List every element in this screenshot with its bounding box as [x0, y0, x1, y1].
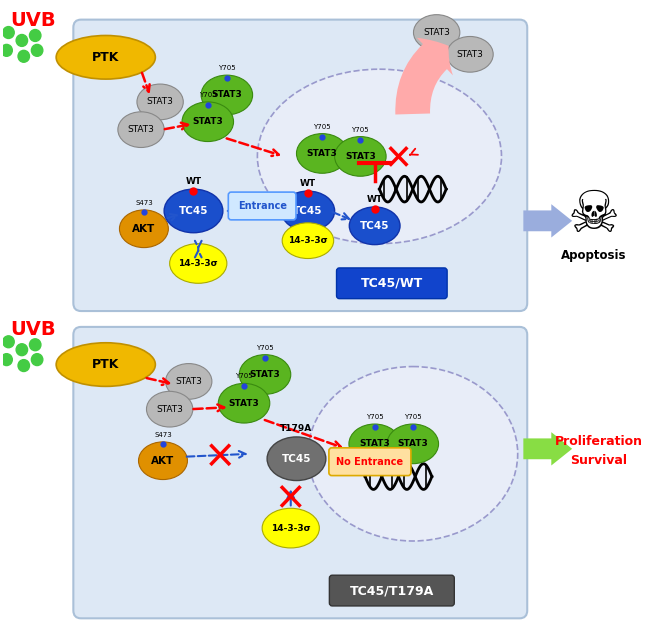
Text: STAT3: STAT3 — [345, 152, 376, 161]
FancyBboxPatch shape — [73, 20, 527, 311]
Text: WT: WT — [367, 195, 383, 204]
Text: STAT3: STAT3 — [127, 125, 155, 134]
Text: STAT3: STAT3 — [229, 399, 259, 408]
Text: ☠: ☠ — [568, 187, 620, 245]
Circle shape — [29, 339, 41, 351]
FancyBboxPatch shape — [329, 448, 411, 476]
Ellipse shape — [447, 37, 493, 72]
Ellipse shape — [281, 191, 335, 231]
Text: STAT3: STAT3 — [176, 377, 202, 386]
Text: PTK: PTK — [92, 358, 120, 371]
Circle shape — [29, 30, 41, 42]
Text: TC45/WT: TC45/WT — [361, 277, 423, 290]
Text: 14-3-3σ: 14-3-3σ — [271, 524, 311, 533]
Text: STAT3: STAT3 — [192, 117, 223, 126]
Text: 14-3-3σ: 14-3-3σ — [288, 236, 328, 245]
Ellipse shape — [335, 137, 386, 176]
Ellipse shape — [201, 75, 253, 115]
Ellipse shape — [387, 424, 439, 464]
Ellipse shape — [146, 391, 193, 427]
Ellipse shape — [166, 363, 212, 399]
Text: PTK: PTK — [92, 51, 120, 64]
Circle shape — [3, 27, 14, 39]
Text: STAT3: STAT3 — [307, 149, 337, 158]
Text: UVB: UVB — [10, 11, 56, 30]
FancyBboxPatch shape — [73, 327, 527, 618]
Text: WT: WT — [300, 179, 316, 188]
Text: TC45: TC45 — [360, 221, 389, 231]
Text: TC45: TC45 — [179, 206, 208, 216]
Text: TC45: TC45 — [293, 206, 322, 216]
Ellipse shape — [282, 223, 333, 258]
Text: Y705: Y705 — [235, 374, 253, 379]
Text: 14-3-3σ: 14-3-3σ — [179, 259, 218, 268]
Text: Survival: Survival — [570, 454, 627, 467]
Text: Y705: Y705 — [404, 414, 422, 420]
Text: AKT: AKT — [133, 224, 155, 234]
Text: Y705: Y705 — [366, 414, 384, 420]
Text: Proliferation: Proliferation — [554, 435, 643, 448]
Ellipse shape — [138, 442, 187, 480]
Ellipse shape — [164, 189, 223, 233]
Text: AKT: AKT — [151, 456, 175, 466]
Text: WT: WT — [185, 177, 202, 186]
Text: TC45/T179A: TC45/T179A — [350, 584, 434, 597]
Circle shape — [16, 35, 27, 46]
Ellipse shape — [56, 35, 155, 79]
Circle shape — [31, 44, 43, 56]
Text: No Entrance: No Entrance — [336, 457, 404, 466]
Text: UVB: UVB — [10, 320, 56, 339]
Text: STAT3: STAT3 — [211, 90, 242, 99]
Ellipse shape — [349, 207, 400, 245]
Circle shape — [1, 44, 12, 56]
Text: Y705: Y705 — [218, 65, 236, 71]
Circle shape — [16, 344, 27, 356]
FancyBboxPatch shape — [330, 575, 454, 606]
Ellipse shape — [56, 343, 155, 386]
Text: Y705: Y705 — [352, 126, 369, 133]
Ellipse shape — [308, 367, 517, 541]
Circle shape — [1, 354, 12, 365]
Text: STAT3: STAT3 — [423, 28, 450, 37]
Ellipse shape — [120, 210, 168, 248]
Circle shape — [18, 360, 29, 372]
Ellipse shape — [239, 355, 291, 394]
Text: Y705: Y705 — [313, 124, 331, 130]
Text: Y705: Y705 — [256, 344, 274, 351]
Ellipse shape — [137, 84, 183, 119]
Text: Entrance: Entrance — [238, 201, 287, 211]
Circle shape — [3, 336, 14, 348]
Text: Apoptosis: Apoptosis — [561, 249, 627, 262]
Ellipse shape — [182, 102, 233, 142]
Text: Y705: Y705 — [199, 92, 216, 98]
Ellipse shape — [349, 424, 400, 464]
Text: TC45: TC45 — [281, 454, 311, 464]
Ellipse shape — [257, 69, 502, 244]
Text: STAT3: STAT3 — [147, 97, 174, 106]
Circle shape — [31, 354, 43, 365]
FancyBboxPatch shape — [228, 192, 296, 220]
Text: STAT3: STAT3 — [250, 370, 280, 379]
Ellipse shape — [413, 15, 460, 51]
Text: STAT3: STAT3 — [359, 439, 390, 448]
Ellipse shape — [296, 133, 348, 173]
Text: S473: S473 — [135, 200, 153, 206]
Text: T179A: T179A — [280, 425, 313, 434]
Text: S473: S473 — [154, 432, 172, 438]
Text: STAT3: STAT3 — [456, 50, 484, 59]
Ellipse shape — [262, 508, 319, 548]
Text: STAT3: STAT3 — [397, 439, 428, 448]
Ellipse shape — [170, 244, 227, 283]
FancyBboxPatch shape — [337, 268, 447, 299]
Ellipse shape — [218, 384, 270, 423]
Ellipse shape — [267, 437, 326, 480]
Text: STAT3: STAT3 — [156, 404, 183, 414]
Ellipse shape — [118, 112, 164, 147]
Circle shape — [18, 51, 29, 62]
